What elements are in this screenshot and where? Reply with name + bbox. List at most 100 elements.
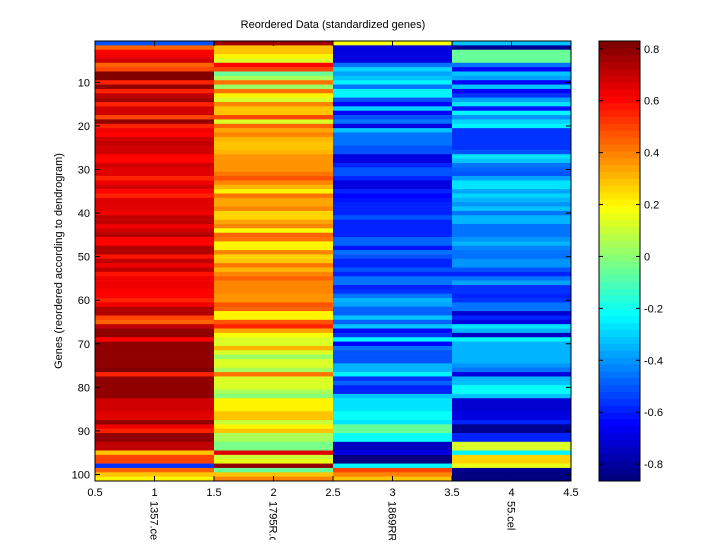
- heatmap-cell: [452, 263, 572, 268]
- colorbar-band: [599, 295, 640, 303]
- heatmap-cell: [95, 215, 215, 220]
- colorbar-band: [599, 54, 640, 63]
- heatmap-cell: [214, 180, 334, 186]
- heatmap-cell: [333, 459, 453, 464]
- colorbar-band: [599, 164, 640, 173]
- colorbar-band: [599, 384, 640, 393]
- heatmap-cell: [214, 284, 334, 290]
- heatmap-cell: [333, 101, 453, 107]
- heatmap-cell: [333, 136, 453, 142]
- colorbar-band: [599, 426, 640, 434]
- heatmap-cell: [95, 332, 215, 338]
- colorbar-frame: [598, 40, 641, 482]
- colorbar-band: [599, 357, 640, 365]
- heatmap-cell: [333, 215, 453, 220]
- heatmap-cell: [95, 402, 215, 408]
- heatmap-cell: [214, 332, 334, 338]
- heatmap-cell: [95, 128, 215, 133]
- heatmap-cell: [452, 54, 572, 59]
- heatmap-cell: [333, 350, 453, 355]
- heatmap-cell: [452, 359, 572, 364]
- heatmap-cell: [95, 193, 215, 199]
- heatmap-cell: [333, 341, 453, 347]
- heatmap-cell: [452, 101, 572, 107]
- heatmap-cell: [214, 119, 334, 125]
- heatmap-cell: [452, 88, 572, 94]
- heatmap-cell: [214, 350, 334, 355]
- heatmap-cell: [95, 406, 215, 412]
- colorbar-band: [599, 247, 640, 255]
- colorbar-band: [599, 350, 640, 358]
- heatmap-cell: [95, 97, 215, 103]
- heatmap-cell: [214, 97, 334, 103]
- heatmap-cell: [333, 228, 453, 233]
- heatmap-cell: [452, 385, 572, 390]
- heatmap-cell: [95, 171, 215, 177]
- colorbar-band: [599, 116, 640, 124]
- heatmap-cell: [333, 184, 453, 190]
- x-tick-label: 4.5: [563, 487, 578, 499]
- heatmap-cell: [333, 437, 453, 443]
- heatmap-cell: [333, 319, 453, 325]
- heatmap-cell: [214, 145, 334, 151]
- heatmap-cell: [452, 84, 572, 90]
- heatmap-cell: [214, 311, 334, 316]
- heatmap-cell: [95, 206, 215, 212]
- colorbar-band: [599, 123, 640, 131]
- heatmap-cell: [214, 341, 334, 347]
- heatmap-cell: [214, 293, 334, 299]
- heatmap-cell: [452, 71, 572, 77]
- heatmap-cell: [214, 359, 334, 364]
- colorbar-band: [599, 61, 640, 69]
- heatmap-cell: [452, 350, 572, 355]
- heatmap-cell: [214, 49, 334, 55]
- heatmap-cell: [95, 367, 215, 373]
- heatmap-cell: [214, 380, 334, 386]
- heatmap-cell: [452, 332, 572, 338]
- heatmap-cell: [452, 459, 572, 464]
- heatmap-cell: [452, 433, 572, 438]
- heatmap-cell: [95, 184, 215, 190]
- colorbar-tick-label: -0.2: [644, 303, 663, 315]
- y-tick-label: 40: [78, 208, 90, 220]
- heatmap-cell: [452, 293, 572, 299]
- heatmap-cell: [214, 62, 334, 68]
- colorbar-band: [599, 157, 640, 166]
- heatmap-cell: [333, 276, 453, 281]
- heatmap-cell: [333, 162, 453, 168]
- heatmap-cell: [333, 450, 453, 456]
- heatmap-cell: [214, 115, 334, 120]
- colorbar-band: [599, 316, 640, 324]
- heatmap-cell: [333, 306, 453, 312]
- heatmap-cell: [214, 223, 334, 229]
- heatmap-cell: [452, 276, 572, 281]
- colorbar-band: [599, 171, 640, 179]
- x-tick-label: 1: [151, 487, 157, 499]
- heatmap-cell: [333, 363, 453, 369]
- colorbar-band: [599, 405, 640, 413]
- heatmap-cell: [214, 363, 334, 369]
- colorbar-tick-label: -0.6: [644, 407, 663, 419]
- heatmap-cell: [95, 197, 215, 203]
- heatmap-cell: [333, 354, 453, 360]
- heatmap-cell: [95, 245, 215, 251]
- heatmap-cell: [95, 267, 215, 273]
- heatmap-cell: [333, 284, 453, 290]
- heatmap-cell: [95, 363, 215, 369]
- heatmap-cell: [333, 223, 453, 229]
- heatmap-cell: [95, 463, 215, 469]
- y-axis-ticks: 10 20 30 40 50 60 70 80 90 100: [72, 77, 571, 481]
- heatmap-cell: [214, 202, 334, 207]
- colorbar-band: [599, 267, 640, 276]
- heatmap-cell: [214, 88, 334, 94]
- heatmap-cell: [214, 75, 334, 81]
- heatmap-cell: [95, 398, 215, 403]
- heatmap-cell: [333, 324, 453, 329]
- heatmap-cell: [95, 223, 215, 229]
- colorbar-tick-label: 0.4: [644, 148, 659, 160]
- colorbar-band: [599, 109, 640, 118]
- heatmap-cell: [95, 324, 215, 329]
- heatmap-cell: [214, 472, 334, 477]
- heatmap-cell: [452, 254, 572, 260]
- heatmap-cell: [452, 219, 572, 225]
